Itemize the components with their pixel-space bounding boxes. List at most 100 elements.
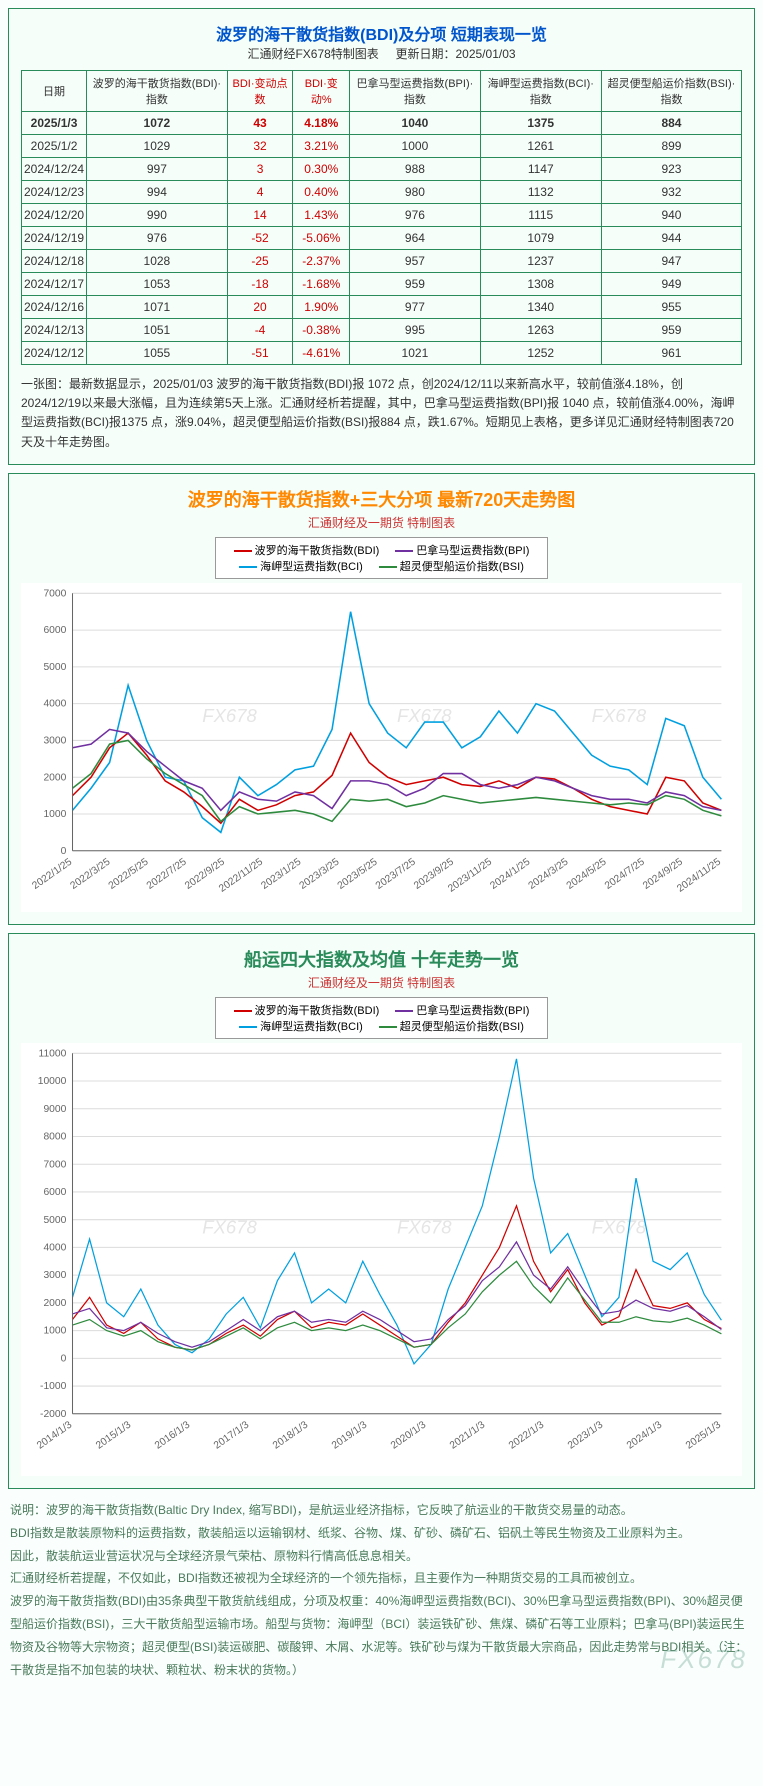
table-cell: 2024/12/20 — [22, 204, 87, 227]
table-cell: 997 — [87, 158, 228, 181]
table-cell: 1340 — [480, 296, 601, 319]
svg-text:7000: 7000 — [43, 588, 66, 599]
svg-text:2022/1/25: 2022/1/25 — [30, 856, 74, 891]
table-cell: 1237 — [480, 250, 601, 273]
table-cell: 20 — [227, 296, 293, 319]
table-row: 2024/12/2499730.30%9881147923 — [22, 158, 742, 181]
table-cell: -52 — [227, 227, 293, 250]
chart1-svg: 010002000300040005000600070002022/1/2520… — [21, 583, 742, 913]
svg-text:1000: 1000 — [43, 1326, 66, 1337]
svg-text:-2000: -2000 — [40, 1409, 67, 1420]
table-cell: 1040 — [350, 112, 480, 135]
table-row: 2025/1/21029323.21%10001261899 — [22, 135, 742, 158]
svg-text:9000: 9000 — [43, 1104, 66, 1115]
svg-text:0: 0 — [61, 1354, 67, 1365]
table-cell: 955 — [601, 296, 741, 319]
table-cell: 1.43% — [293, 204, 350, 227]
table-row: 2024/12/161071201.90%9771340955 — [22, 296, 742, 319]
table-cell: 961 — [601, 342, 741, 365]
bdi-data-table: 日期波罗的海干散货指数(BDI)·指数BDI·变动点数BDI·变动%巴拿马型运费… — [21, 70, 742, 365]
svg-text:5000: 5000 — [43, 662, 66, 673]
chart-720-panel: 波罗的海干散货指数+三大分项 最新720天走势图 汇通财经及一期货 特制图表 波… — [8, 473, 755, 926]
table-cell: 1029 — [87, 135, 228, 158]
table-row: 2024/12/121055-51-4.61%10211252961 — [22, 342, 742, 365]
table-header-cell: 日期 — [22, 71, 87, 112]
table-header-cell: 超灵便型船运价指数(BSI)·指数 — [601, 71, 741, 112]
chart1-title: 波罗的海干散货指数+三大分项 最新720天走势图 — [21, 486, 742, 512]
table-cell: 976 — [350, 204, 480, 227]
table-cell: 944 — [601, 227, 741, 250]
table-cell: 1051 — [87, 319, 228, 342]
svg-text:2022/7/25: 2022/7/25 — [145, 856, 189, 891]
svg-text:2019/1/3: 2019/1/3 — [330, 1420, 369, 1452]
table-cell: 990 — [87, 204, 228, 227]
table-cell: 1079 — [480, 227, 601, 250]
chart1-subtitle: 汇通财经及一期货 特制图表 — [21, 514, 742, 531]
table-cell: 2024/12/24 — [22, 158, 87, 181]
table-cell: 1252 — [480, 342, 601, 365]
svg-text:FX678: FX678 — [592, 1217, 647, 1238]
table-cell: -18 — [227, 273, 293, 296]
table-cell: 0.30% — [293, 158, 350, 181]
table-cell: 949 — [601, 273, 741, 296]
svg-text:2023/1/3: 2023/1/3 — [566, 1420, 605, 1452]
table-cell: 2024/12/16 — [22, 296, 87, 319]
table-row: 2024/12/2399440.40%9801132932 — [22, 181, 742, 204]
table-cell: 957 — [350, 250, 480, 273]
table-cell: 977 — [350, 296, 480, 319]
legend-item: 巴拿马型运费指数(BPI) — [395, 542, 529, 558]
table-cell: 976 — [87, 227, 228, 250]
table-cell: 1072 — [87, 112, 228, 135]
svg-text:2018/1/3: 2018/1/3 — [271, 1420, 310, 1452]
table-cell: 1055 — [87, 342, 228, 365]
table-cell: 1000 — [350, 135, 480, 158]
svg-text:2024/3/25: 2024/3/25 — [527, 856, 571, 891]
svg-text:2014/1/3: 2014/1/3 — [35, 1420, 74, 1452]
table-cell: 1132 — [480, 181, 601, 204]
table-cell: 2024/12/23 — [22, 181, 87, 204]
table-cell: 2025/1/3 — [22, 112, 87, 135]
svg-text:3000: 3000 — [43, 1271, 66, 1282]
svg-text:2024/5/25: 2024/5/25 — [565, 856, 609, 891]
table-cell: 959 — [350, 273, 480, 296]
table-header-cell: 海岬型运费指数(BCI)·指数 — [480, 71, 601, 112]
description-line: BDI指数是散装原物料的运费指数，散装船运以运输钢材、纸浆、谷物、煤、矿砂、磷矿… — [10, 1522, 753, 1545]
table-cell: 2025/1/2 — [22, 135, 87, 158]
table-cell: -4.61% — [293, 342, 350, 365]
chart1-legend: 波罗的海干散货指数(BDI)巴拿马型运费指数(BPI)海岬型运费指数(BCI)超… — [215, 537, 549, 579]
table-row: 2024/12/181028-25-2.37%9571237947 — [22, 250, 742, 273]
table-row: 2024/12/19976-52-5.06%9641079944 — [22, 227, 742, 250]
table-cell: 884 — [601, 112, 741, 135]
table-cell: 43 — [227, 112, 293, 135]
table-header-cell: 巴拿马型运费指数(BPI)·指数 — [350, 71, 480, 112]
chart2-title: 船运四大指数及均值 十年走势一览 — [21, 946, 742, 972]
svg-text:FX678: FX678 — [202, 705, 257, 726]
svg-text:-1000: -1000 — [40, 1381, 67, 1392]
table-row: 2025/1/31072434.18%10401375884 — [22, 112, 742, 135]
table-cell: 980 — [350, 181, 480, 204]
table-header-cell: BDI·变动点数 — [227, 71, 293, 112]
table-cell: 4.18% — [293, 112, 350, 135]
table-cell: 2024/12/18 — [22, 250, 87, 273]
table-title: 波罗的海干散货指数(BDI)及分项 短期表现一览 — [21, 21, 742, 45]
table-cell: 1308 — [480, 273, 601, 296]
svg-text:7000: 7000 — [43, 1160, 66, 1171]
svg-text:2021/1/3: 2021/1/3 — [448, 1420, 487, 1452]
svg-text:4000: 4000 — [43, 1243, 66, 1254]
table-row: 2024/12/131051-4-0.38%9951263959 — [22, 319, 742, 342]
table-cell: 2024/12/19 — [22, 227, 87, 250]
description-text: 说明：波罗的海干散货指数(Baltic Dry Index, 缩写BDI)，是航… — [10, 1499, 753, 1681]
legend-item: 海岬型运费指数(BCI) — [239, 1018, 363, 1034]
svg-text:2023/5/25: 2023/5/25 — [336, 856, 380, 891]
svg-text:2015/1/3: 2015/1/3 — [94, 1420, 133, 1452]
svg-text:2023/1/25: 2023/1/25 — [259, 856, 303, 891]
svg-text:3000: 3000 — [43, 735, 66, 746]
table-cell: 1263 — [480, 319, 601, 342]
description-line: 因此，散装航运业营运状况与全球经济景气荣枯、原物料行情高低息息相关。 — [10, 1545, 753, 1568]
table-cell: 1028 — [87, 250, 228, 273]
svg-text:2020/1/3: 2020/1/3 — [389, 1420, 428, 1452]
table-cell: 994 — [87, 181, 228, 204]
svg-text:FX678: FX678 — [397, 1217, 452, 1238]
svg-text:2023/3/25: 2023/3/25 — [298, 856, 342, 891]
table-cell: -5.06% — [293, 227, 350, 250]
